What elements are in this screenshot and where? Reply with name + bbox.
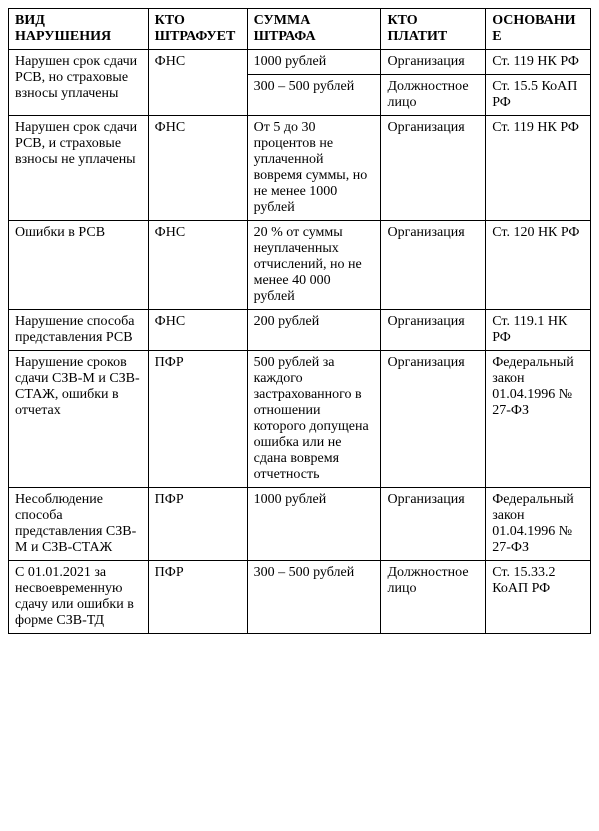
penalties-table: ВИД НАРУШЕНИЯ КТО ШТРАФУЕТ СУММА ШТРАФА … [8, 8, 591, 634]
cell-basis: Ст. 119.1 НК РФ [486, 310, 591, 351]
table-row: Нарушен срок сдачи РСВ, но страховые взн… [9, 50, 591, 75]
col-header-who-fines: КТО ШТРАФУЕТ [148, 9, 247, 50]
cell-basis: Федеральный закон 01.04.1996 № 27-ФЗ [486, 488, 591, 561]
cell-who-fines: ПФР [148, 488, 247, 561]
cell-basis: Ст. 119 НК РФ [486, 116, 591, 221]
cell-violation: Ошибки в РСВ [9, 221, 149, 310]
table-row: Нарушение сроков сдачи СЗВ-М и СЗВ-СТАЖ,… [9, 351, 591, 488]
table-header-row: ВИД НАРУШЕНИЯ КТО ШТРАФУЕТ СУММА ШТРАФА … [9, 9, 591, 50]
cell-who-fines: ФНС [148, 310, 247, 351]
table-row: Нарушение способа представления РСВФНС20… [9, 310, 591, 351]
cell-who-pays: Должностное лицо [381, 75, 486, 116]
cell-amount: 200 рублей [247, 310, 381, 351]
cell-violation: Несоблюдение способа представления СЗВ-М… [9, 488, 149, 561]
cell-violation: Нарушен срок сдачи РСВ, и страховые взно… [9, 116, 149, 221]
cell-who-fines: ФНС [148, 116, 247, 221]
table-row: Несоблюдение способа представления СЗВ-М… [9, 488, 591, 561]
cell-violation: Нарушен срок сдачи РСВ, но страховые взн… [9, 50, 149, 116]
table-row: Нарушен срок сдачи РСВ, и страховые взно… [9, 116, 591, 221]
cell-who-pays: Организация [381, 310, 486, 351]
table-row: Ошибки в РСВФНС20 % от суммы неуплаченны… [9, 221, 591, 310]
col-header-basis: ОСНОВАНИЕ [486, 9, 591, 50]
cell-who-fines: ПФР [148, 561, 247, 634]
col-header-violation: ВИД НАРУШЕНИЯ [9, 9, 149, 50]
cell-who-pays: Организация [381, 50, 486, 75]
cell-basis: Федеральный закон 01.04.1996 № 27-ФЗ [486, 351, 591, 488]
table-body: Нарушен срок сдачи РСВ, но страховые взн… [9, 50, 591, 634]
cell-violation: Нарушение способа представления РСВ [9, 310, 149, 351]
cell-amount: 1000 рублей [247, 488, 381, 561]
cell-basis: Ст. 120 НК РФ [486, 221, 591, 310]
cell-who-fines: ФНС [148, 221, 247, 310]
cell-who-fines: ПФР [148, 351, 247, 488]
cell-amount: 1000 рублей [247, 50, 381, 75]
col-header-amount: СУММА ШТРАФА [247, 9, 381, 50]
col-header-who-pays: КТО ПЛАТИТ [381, 9, 486, 50]
cell-amount: От 5 до 30 процентов не уплаченной вовре… [247, 116, 381, 221]
cell-who-pays: Организация [381, 488, 486, 561]
cell-who-pays: Организация [381, 351, 486, 488]
cell-amount: 300 – 500 рублей [247, 75, 381, 116]
cell-basis: Ст. 15.33.2 КоАП РФ [486, 561, 591, 634]
cell-who-fines: ФНС [148, 50, 247, 116]
cell-who-pays: Организация [381, 221, 486, 310]
cell-who-pays: Должностное лицо [381, 561, 486, 634]
cell-violation: Нарушение сроков сдачи СЗВ-М и СЗВ-СТАЖ,… [9, 351, 149, 488]
cell-amount: 500 рублей за каждого застрахованного в … [247, 351, 381, 488]
cell-who-pays: Организация [381, 116, 486, 221]
table-row: С 01.01.2021 за несвоевременную сдачу ил… [9, 561, 591, 634]
cell-basis: Ст. 15.5 КоАП РФ [486, 75, 591, 116]
cell-violation: С 01.01.2021 за несвоевременную сдачу ил… [9, 561, 149, 634]
cell-basis: Ст. 119 НК РФ [486, 50, 591, 75]
cell-amount: 300 – 500 рублей [247, 561, 381, 634]
cell-amount: 20 % от суммы неуплаченных отчислений, н… [247, 221, 381, 310]
